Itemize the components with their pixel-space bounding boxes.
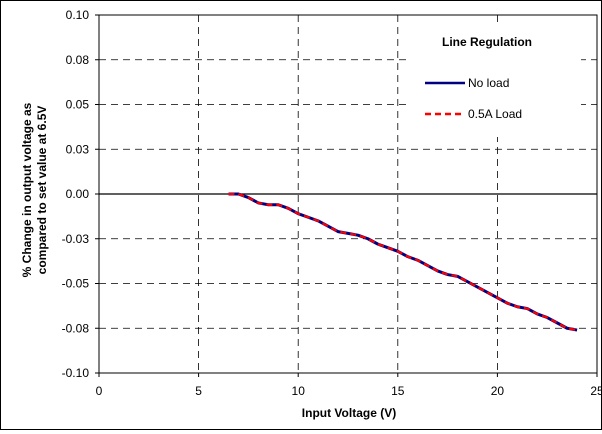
x-tick-label: 20 — [491, 384, 505, 398]
legend: Line Regulation No load 0.5A Load — [411, 27, 581, 137]
y-tick-label: 0.00 — [66, 187, 90, 201]
series-lines — [228, 192, 578, 332]
x-axis-label: Input Voltage (V) — [302, 406, 396, 420]
y-tick-label: 0.10 — [66, 8, 90, 22]
y-tick-label: -0.10 — [62, 366, 90, 380]
y-tick-label: -0.05 — [62, 277, 90, 291]
y-axis-label-line-2: compared to set value at 6.5V — [35, 106, 49, 275]
legend-label-0-5a-load: 0.5A Load — [468, 107, 522, 121]
axes — [95, 14, 598, 377]
x-tick-label: 0 — [96, 384, 103, 398]
y-tick-label: 0.05 — [66, 98, 90, 112]
y-tick-label: -0.08 — [62, 321, 90, 335]
chart-title: Line Regulation — [442, 35, 532, 49]
x-tick-label: 15 — [391, 384, 405, 398]
series-line-0-5a-load — [228, 192, 578, 332]
x-tick-label: 10 — [292, 384, 306, 398]
y-tick-label: 0.03 — [66, 142, 90, 156]
y-tick-label: -0.03 — [62, 232, 90, 246]
legend-label-no-load: No load — [468, 76, 509, 90]
y-tick-label: 0.08 — [66, 53, 90, 67]
y-axis-label-line-1: % Change in output voltage as — [20, 102, 34, 277]
x-tick-label: 25 — [590, 384, 601, 398]
tick-labels: 0.10 0.08 0.05 0.03 0.00 -0.03 -0.05 -0.08 -0.10… — [62, 8, 602, 398]
x-tick-label: 5 — [195, 384, 202, 398]
series-line-no-load — [228, 192, 578, 332]
